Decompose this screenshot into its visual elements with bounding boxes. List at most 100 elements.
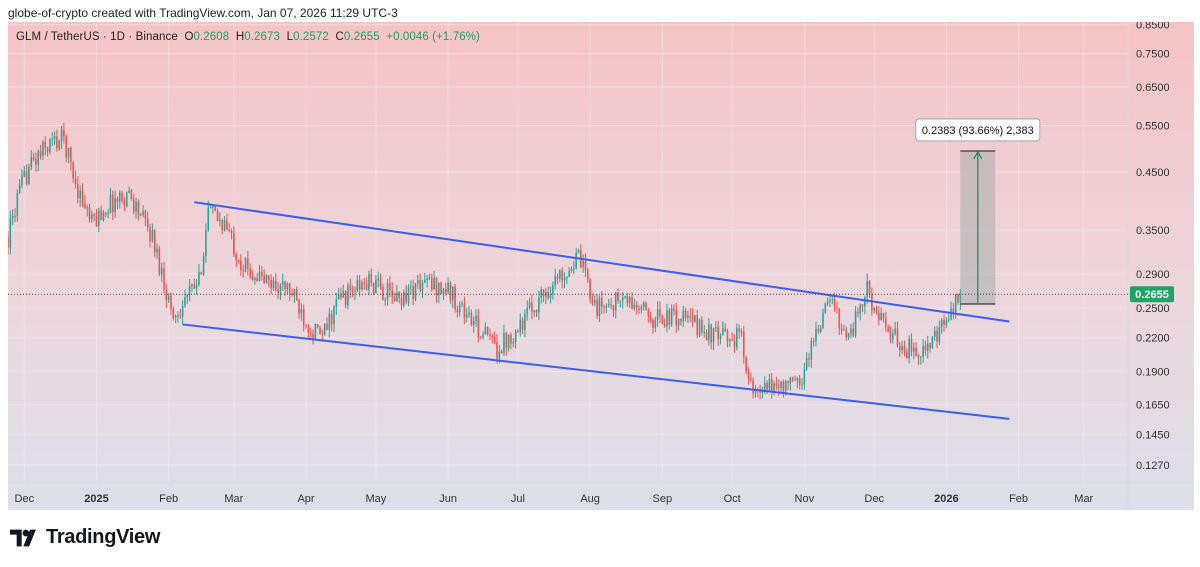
candle-body [319, 327, 321, 335]
candle-body [463, 303, 466, 318]
candle-body [885, 318, 887, 327]
candle-body [831, 299, 834, 301]
candle-body [901, 346, 903, 351]
candle-body [365, 284, 368, 290]
candle-body [433, 277, 435, 290]
candle-body [116, 198, 119, 202]
candle-body [354, 290, 356, 292]
candle-body [919, 356, 922, 358]
candle-body [16, 193, 19, 217]
candle-body [798, 378, 801, 385]
price-chart[interactable]: 0.2383 (93.66%) 2,383 0.8500 0.7500 0.6500… [8, 22, 1194, 510]
candle-body [267, 275, 270, 281]
candle-body [514, 331, 517, 343]
candle-body [195, 285, 198, 289]
chart-area[interactable]: 0.2383 (93.66%) 2,383 0.8500 0.7500 0.6500… [8, 22, 1194, 510]
candle-body [437, 282, 440, 296]
candle-body [486, 327, 489, 335]
candle-body [465, 314, 468, 318]
candle-body [410, 286, 412, 288]
candle-body [288, 283, 291, 294]
candle-body [146, 218, 149, 228]
candle-body [864, 297, 866, 307]
candle-body [796, 378, 799, 381]
last-price-tag [1130, 286, 1174, 303]
candle-body [738, 328, 740, 332]
candle-body [866, 281, 869, 298]
candle-body [833, 299, 836, 308]
candle-body [95, 216, 98, 227]
candle-body [733, 340, 736, 348]
candle-body [46, 147, 49, 152]
open-label: O [184, 31, 194, 43]
candle-body [715, 326, 717, 329]
candle-body [244, 258, 247, 272]
candle-body [878, 312, 880, 321]
candle-body [447, 282, 449, 293]
candle-body [589, 279, 591, 299]
candle-body [812, 340, 815, 342]
measure-label-box [915, 118, 1041, 142]
candle-body [342, 291, 345, 298]
candle-body [743, 331, 745, 358]
candle-body [53, 136, 56, 139]
candle-body [216, 210, 219, 221]
candle-body [498, 351, 501, 359]
candle-body [102, 212, 105, 220]
candle-body [81, 190, 84, 204]
candle-body [351, 290, 354, 292]
candle-body [86, 207, 88, 209]
candle-body [899, 345, 901, 351]
candle-body [272, 280, 275, 288]
candle-body [726, 331, 729, 342]
candle-body [384, 299, 387, 301]
candle-body [635, 305, 638, 309]
candle-body [21, 176, 23, 185]
y-tick-label: 0.2900 [1136, 269, 1170, 281]
candle-body [337, 294, 340, 300]
candle-body [344, 291, 347, 306]
candle-body [724, 328, 726, 332]
candle-body [575, 252, 577, 269]
candle-body [766, 382, 768, 390]
candle-body [892, 333, 894, 340]
candle-body [626, 296, 629, 304]
candle-body [687, 315, 689, 318]
candle-body [263, 275, 265, 284]
candle-body [160, 268, 163, 275]
close-label: C [335, 31, 344, 43]
candle-body [100, 210, 102, 220]
candle-body [221, 220, 224, 231]
candle-body [153, 230, 156, 253]
candle-body [137, 201, 140, 215]
candle-body [896, 328, 899, 346]
candle-body [305, 324, 307, 326]
candle-body [628, 297, 631, 304]
candle-body [158, 248, 161, 275]
candle-body [926, 343, 929, 351]
candle-body [144, 210, 147, 219]
candle-body [212, 205, 214, 208]
trendline-lower[interactable] [182, 323, 1010, 420]
candle-body [547, 292, 550, 298]
candle-body [177, 315, 179, 317]
candle-body [56, 136, 58, 149]
candle-body [521, 319, 524, 331]
trendline-upper[interactable] [194, 201, 1010, 323]
candle-body [915, 347, 917, 357]
candle-body [659, 309, 661, 316]
candle-body [247, 258, 249, 269]
candle-body [256, 277, 258, 281]
candle-body [209, 207, 212, 209]
candle-body [552, 285, 554, 295]
candle-body [393, 296, 396, 302]
candle-body [265, 275, 268, 284]
candle-body [104, 212, 107, 215]
candle-body [787, 381, 789, 384]
candle-body [74, 178, 77, 184]
candle-body [186, 294, 189, 298]
candle-body [682, 310, 685, 322]
candle-body [88, 207, 91, 220]
candle-body [482, 334, 484, 338]
candle-body [952, 308, 955, 313]
